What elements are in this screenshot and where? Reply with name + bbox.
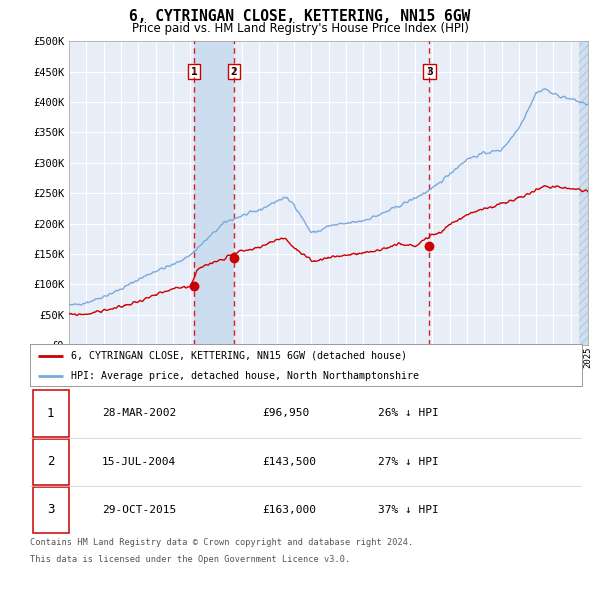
FancyBboxPatch shape	[33, 438, 68, 485]
Bar	[194, 41, 234, 345]
Text: HPI: Average price, detached house, North Northamptonshire: HPI: Average price, detached house, Nort…	[71, 371, 419, 381]
Text: 2: 2	[230, 67, 238, 77]
Text: 28-MAR-2002: 28-MAR-2002	[102, 408, 176, 418]
Text: £143,500: £143,500	[262, 457, 316, 467]
Text: 26% ↓ HPI: 26% ↓ HPI	[378, 408, 439, 418]
Bar	[580, 41, 588, 345]
Point	[425, 241, 434, 251]
Text: Price paid vs. HM Land Registry's House Price Index (HPI): Price paid vs. HM Land Registry's House …	[131, 22, 469, 35]
Point	[229, 253, 239, 263]
Text: 27% ↓ HPI: 27% ↓ HPI	[378, 457, 439, 467]
FancyBboxPatch shape	[33, 391, 68, 437]
Text: 3: 3	[47, 503, 55, 516]
Text: 1: 1	[191, 67, 197, 77]
Text: 1: 1	[47, 407, 55, 420]
Text: 37% ↓ HPI: 37% ↓ HPI	[378, 505, 439, 515]
Text: This data is licensed under the Open Government Licence v3.0.: This data is licensed under the Open Gov…	[30, 555, 350, 563]
Text: 29-OCT-2015: 29-OCT-2015	[102, 505, 176, 515]
Text: 15-JUL-2004: 15-JUL-2004	[102, 457, 176, 467]
Text: £96,950: £96,950	[262, 408, 309, 418]
FancyBboxPatch shape	[33, 487, 68, 533]
Text: Contains HM Land Registry data © Crown copyright and database right 2024.: Contains HM Land Registry data © Crown c…	[30, 538, 413, 547]
Bar	[580, 41, 588, 345]
Text: £163,000: £163,000	[262, 505, 316, 515]
Point	[189, 281, 199, 291]
Text: 6, CYTRINGAN CLOSE, KETTERING, NN15 6GW: 6, CYTRINGAN CLOSE, KETTERING, NN15 6GW	[130, 9, 470, 24]
Text: 3: 3	[426, 67, 433, 77]
Text: 6, CYTRINGAN CLOSE, KETTERING, NN15 6GW (detached house): 6, CYTRINGAN CLOSE, KETTERING, NN15 6GW …	[71, 351, 407, 361]
Text: 2: 2	[47, 455, 55, 468]
